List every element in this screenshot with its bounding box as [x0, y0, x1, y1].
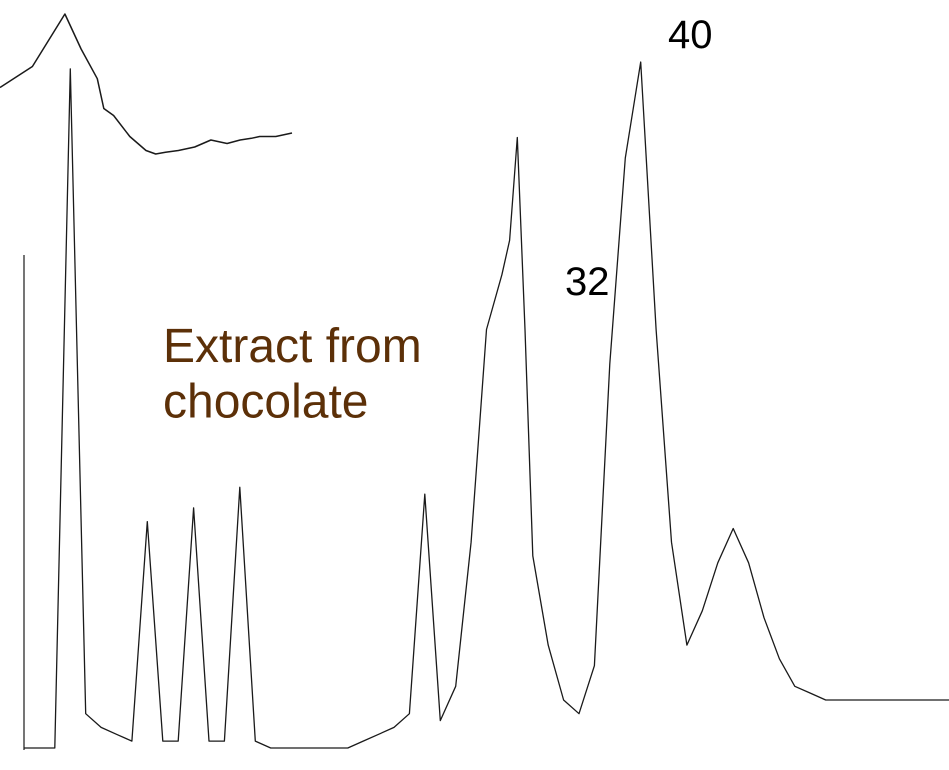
inset-trace-line	[0, 13, 293, 155]
extract-annotation: Extract from chocolate	[163, 320, 422, 429]
annotation-line-2: chocolate	[163, 376, 368, 429]
peak-label-32: 32	[565, 260, 610, 304]
annotation-line-1: Extract from	[163, 320, 422, 373]
main-trace-line	[24, 61, 949, 749]
inset-chromatogram	[0, 13, 293, 155]
peak-label-40: 40	[668, 13, 713, 57]
main-chromatogram	[24, 61, 949, 749]
